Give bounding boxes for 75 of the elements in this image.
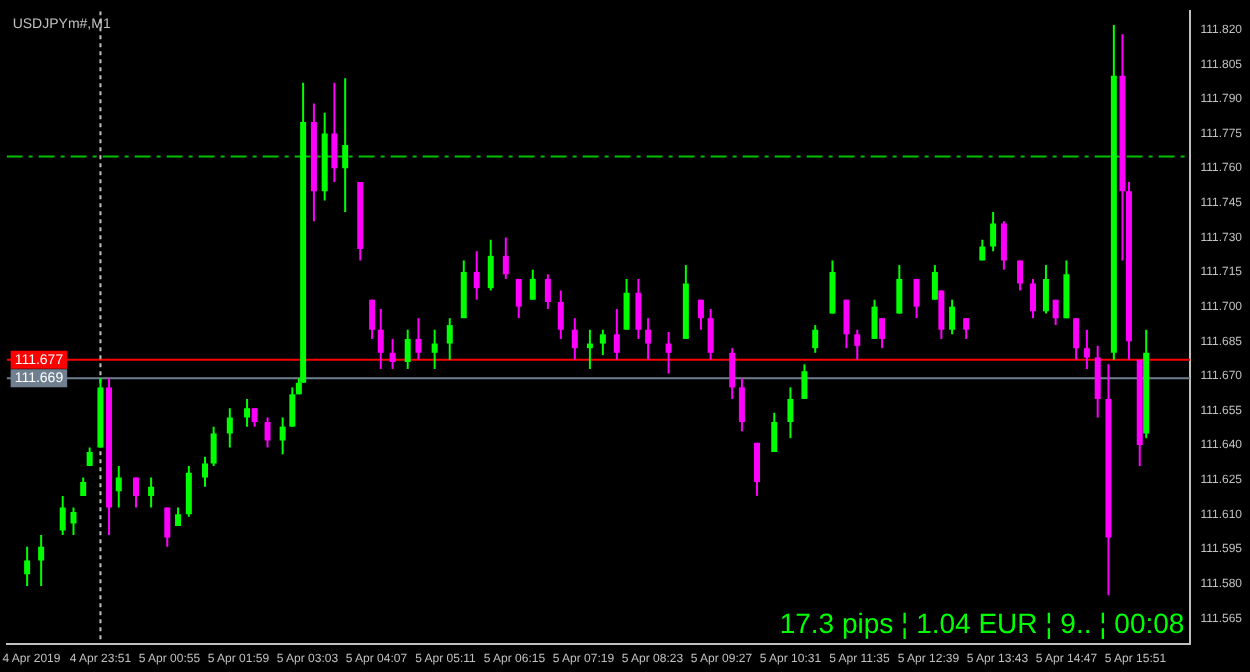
candlestick bbox=[24, 545, 31, 587]
candlestick bbox=[226, 407, 233, 449]
candlestick bbox=[487, 238, 494, 292]
candlestick bbox=[80, 476, 87, 497]
candlestick bbox=[771, 411, 778, 454]
candlestick bbox=[544, 273, 551, 310]
candlestick bbox=[801, 363, 808, 400]
candlestick bbox=[879, 317, 886, 350]
candlestick bbox=[1083, 328, 1090, 370]
candlestick bbox=[635, 277, 642, 340]
candlestick bbox=[115, 464, 122, 509]
candlestick bbox=[369, 298, 376, 340]
candlestick bbox=[377, 307, 384, 370]
candlestick bbox=[446, 317, 453, 361]
candlestick bbox=[1030, 277, 1036, 320]
candlestick bbox=[331, 81, 338, 183]
candlestick bbox=[279, 416, 286, 456]
candlestick bbox=[251, 407, 258, 428]
candlestick bbox=[1063, 259, 1070, 320]
candlestick bbox=[529, 268, 536, 301]
candlestick bbox=[599, 328, 606, 357]
candlestick bbox=[871, 298, 878, 340]
candlestick bbox=[148, 476, 155, 509]
candlestick bbox=[133, 476, 140, 509]
candlestick bbox=[86, 446, 93, 467]
candlestick bbox=[1000, 220, 1007, 271]
candlestick bbox=[38, 534, 45, 587]
candlestick bbox=[175, 506, 182, 527]
candlestick bbox=[1073, 317, 1080, 361]
candlestick bbox=[164, 506, 171, 548]
candlestick bbox=[70, 506, 77, 537]
candlestick bbox=[963, 317, 970, 340]
candlestick bbox=[645, 317, 652, 361]
candlestick bbox=[990, 211, 997, 253]
candlestick bbox=[623, 277, 630, 331]
candlestick bbox=[787, 386, 794, 440]
candlestick bbox=[729, 347, 736, 400]
candlestick bbox=[473, 250, 480, 301]
candlestick bbox=[264, 416, 271, 449]
candlestick bbox=[843, 298, 850, 350]
candlestick bbox=[829, 259, 836, 315]
candlestick bbox=[210, 425, 217, 467]
candlestick bbox=[931, 264, 938, 301]
candlestick bbox=[202, 455, 209, 488]
candlestick bbox=[896, 264, 903, 315]
annotation: 17.3 pips ¦ 1.04 EUR ¦ 9.. ¦ 00:08 bbox=[779, 607, 1185, 640]
candlestick bbox=[949, 298, 956, 336]
candlestick bbox=[1094, 344, 1101, 419]
candlestick bbox=[613, 307, 620, 361]
candlestick bbox=[1052, 298, 1059, 327]
candlestick bbox=[557, 289, 564, 340]
candlestick bbox=[59, 494, 66, 537]
candlestick bbox=[415, 317, 422, 361]
candlestick bbox=[707, 307, 714, 361]
candlestick bbox=[854, 328, 861, 361]
candlestick bbox=[185, 464, 192, 518]
candlestick bbox=[812, 324, 819, 354]
candlestick bbox=[913, 277, 920, 320]
candlestick bbox=[738, 377, 745, 433]
candlestick bbox=[342, 77, 349, 213]
candlestick bbox=[244, 397, 251, 428]
candlestick bbox=[289, 386, 296, 428]
candlestick bbox=[460, 259, 467, 320]
candlestick bbox=[1017, 259, 1024, 292]
candlestick bbox=[665, 331, 672, 375]
candlestick bbox=[571, 317, 578, 361]
candlestick bbox=[697, 298, 704, 331]
candlestick bbox=[502, 236, 509, 280]
candlestick bbox=[431, 328, 438, 370]
candlestick bbox=[938, 289, 945, 340]
candlestick bbox=[1042, 264, 1049, 315]
candlestick bbox=[515, 277, 522, 320]
candlestick bbox=[389, 337, 396, 370]
candlestick bbox=[404, 328, 411, 370]
candlestick bbox=[754, 441, 761, 497]
